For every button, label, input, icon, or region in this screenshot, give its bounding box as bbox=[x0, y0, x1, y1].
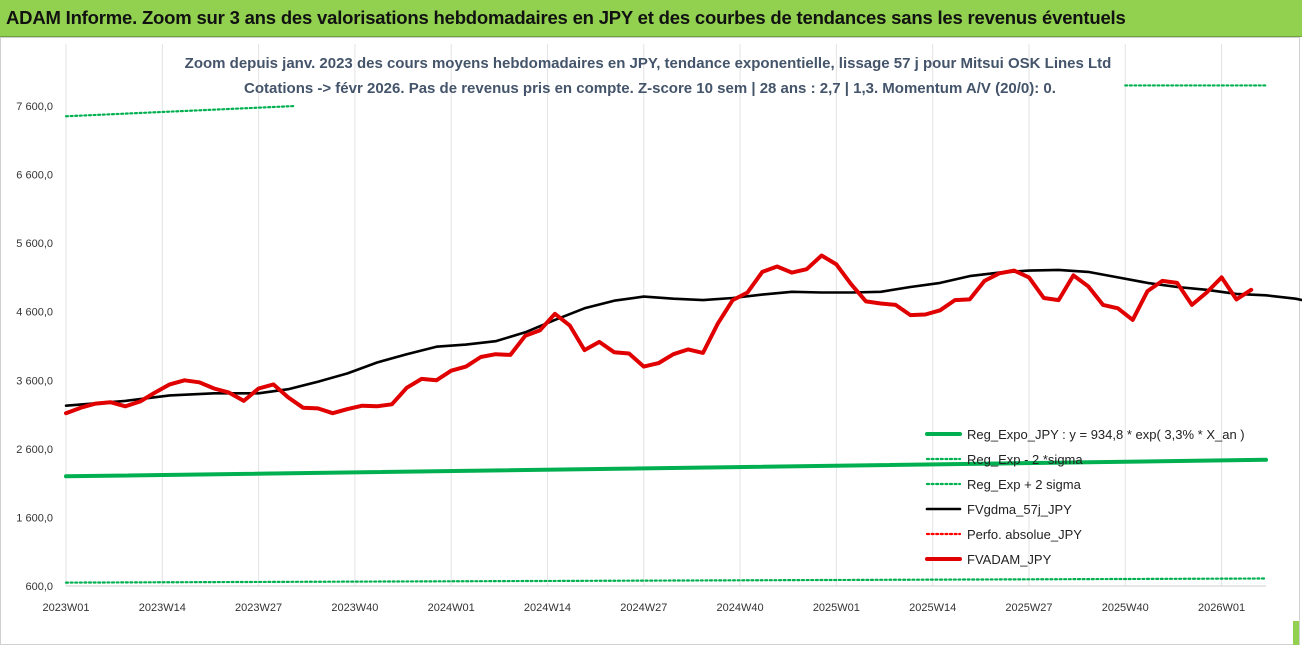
chart-frame bbox=[0, 37, 1300, 645]
x-tick-label: 2023W27 bbox=[235, 602, 282, 614]
legend-reg-expo-label: Reg_Expo_JPY : y = 934,8 * exp( 3,3% * X… bbox=[967, 427, 1245, 442]
series-fvgdma-57j bbox=[64, 268, 1302, 408]
x-tick-label: 2025W40 bbox=[1102, 602, 1149, 614]
series-fvadam bbox=[64, 253, 1254, 416]
chart-title: Zoom depuis janv. 2023 des cours moyens … bbox=[185, 55, 1112, 72]
y-tick-label: 7 600,0 bbox=[16, 101, 53, 113]
legend-reg-exp-minus-2sigma-label: Reg_Exp - 2 *sigma bbox=[967, 452, 1083, 467]
chart-legend: Reg_Expo_JPY : y = 934,8 * exp( 3,3% * X… bbox=[925, 427, 1245, 567]
y-tick-label: 2 600,0 bbox=[16, 444, 53, 456]
y-tick-label: 5 600,0 bbox=[16, 238, 53, 250]
x-tick-label: 2025W01 bbox=[813, 602, 860, 614]
report-banner: ADAM Informe. Zoom sur 3 ans des valoris… bbox=[0, 0, 1302, 37]
plot-layer bbox=[64, 84, 1302, 584]
y-tick-label: 1 600,0 bbox=[16, 512, 53, 524]
series-reg-exp-minus-2sigma bbox=[64, 577, 1268, 584]
x-tick-label: 2024W14 bbox=[524, 602, 571, 614]
x-tick-label: 2023W40 bbox=[331, 602, 378, 614]
x-tick-label: 2023W14 bbox=[139, 602, 186, 614]
y-tick-label: 600,0 bbox=[25, 581, 53, 593]
series-reg-exp-plus-2sigma-left bbox=[64, 104, 297, 118]
x-tick-label: 2023W01 bbox=[42, 602, 89, 614]
x-tick-label: 2025W14 bbox=[909, 602, 956, 614]
x-tick-label: 2024W40 bbox=[717, 602, 764, 614]
x-tick-label: 2025W27 bbox=[1005, 602, 1052, 614]
y-tick-label: 6 600,0 bbox=[16, 170, 53, 182]
x-tick-label: 2024W01 bbox=[428, 602, 475, 614]
y-tick-label: 4 600,0 bbox=[16, 307, 53, 319]
series-reg-expo bbox=[64, 457, 1268, 479]
legend-fvgdma-57j-label: FVgdma_57j_JPY bbox=[967, 502, 1072, 517]
legend-perfo-absolue-label: Perfo. absolue_JPY bbox=[967, 527, 1082, 542]
x-tick-label: 2024W27 bbox=[620, 602, 667, 614]
corner-marker bbox=[1293, 621, 1299, 645]
legend-fvadam-label: FVADAM_JPY bbox=[967, 552, 1052, 567]
grid-layer bbox=[65, 44, 1266, 587]
axis-labels: 2023W01 2023W14 2023W27 2023W40 2024W01 2024W… bbox=[16, 101, 1245, 614]
chart-subtitle: Cotations -> févr 2026. Pas de revenus p… bbox=[244, 80, 1056, 97]
y-tick-label: 3 600,0 bbox=[16, 375, 53, 387]
report-title: ADAM Informe. Zoom sur 3 ans des valoris… bbox=[6, 7, 1126, 28]
x-tick-label: 2026W01 bbox=[1198, 602, 1245, 614]
legend-reg-exp-plus-2sigma-label: Reg_Exp + 2 sigma bbox=[967, 477, 1082, 492]
